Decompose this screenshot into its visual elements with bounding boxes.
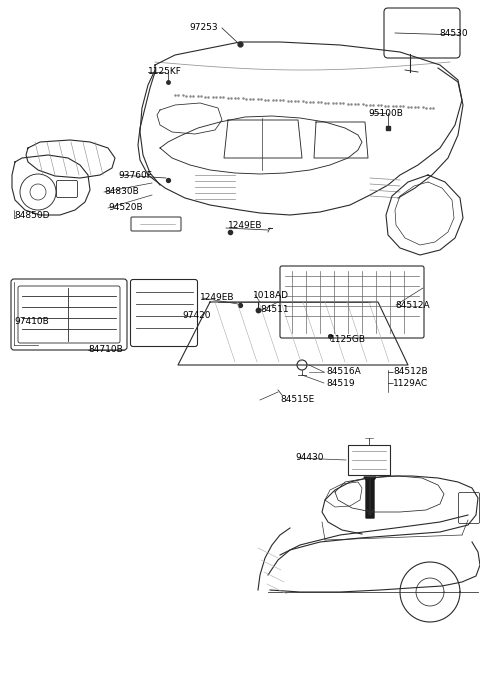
Text: 84830B: 84830B [104,187,139,196]
Text: 94430: 94430 [295,453,324,462]
Polygon shape [364,477,376,518]
Text: 97253: 97253 [190,23,218,32]
Text: 84511: 84511 [260,305,288,314]
Text: 84519: 84519 [326,379,355,388]
Text: 94520B: 94520B [108,204,143,213]
Text: 1125KF: 1125KF [148,67,182,77]
Text: 84516A: 84516A [326,368,361,377]
Text: 97420: 97420 [182,311,211,320]
Text: 84710B: 84710B [88,346,123,355]
Text: 95100B: 95100B [368,108,403,117]
Text: 1249EB: 1249EB [200,294,235,303]
Text: 84512B: 84512B [393,368,428,377]
Text: 84512A: 84512A [395,300,430,309]
Text: 1018AD: 1018AD [253,290,289,300]
Text: 84515E: 84515E [280,396,314,405]
Text: 1129AC: 1129AC [393,379,428,388]
Text: 84530: 84530 [439,29,468,38]
Text: 84850D: 84850D [14,211,49,220]
Text: 1249EB: 1249EB [228,220,263,230]
Text: 1125GB: 1125GB [330,335,366,344]
Text: 93760F: 93760F [118,171,152,180]
Text: 97410B: 97410B [14,318,49,327]
